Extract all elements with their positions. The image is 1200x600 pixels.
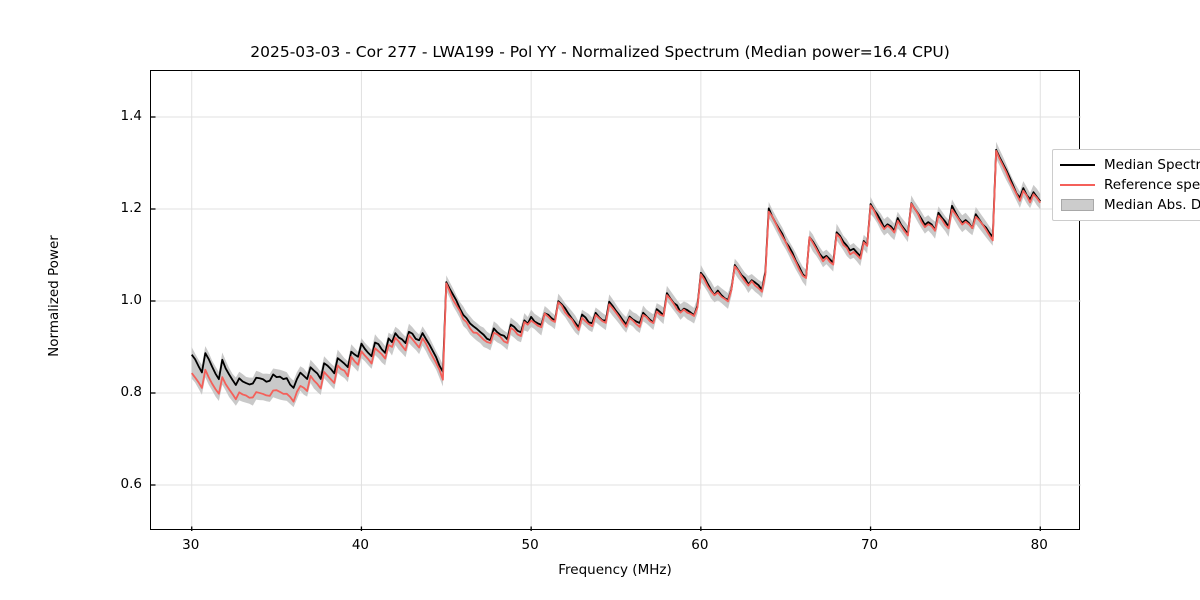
x-tick-label: 70 <box>860 537 879 553</box>
x-axis-tick-labels: 30 40 50 60 70 80 <box>150 537 1080 559</box>
legend-label: Reference spec <box>1104 177 1200 193</box>
grid-lines <box>151 71 1081 531</box>
reference-spec-line <box>191 149 1042 403</box>
mad-band-area <box>191 141 1041 408</box>
y-tick-label: 1.4 <box>120 108 142 124</box>
y-tick-label: 0.6 <box>120 476 142 492</box>
legend-item-median-spectrum[interactable]: Median Spectrum <box>1060 155 1200 175</box>
x-tick-label: 60 <box>691 537 709 553</box>
y-axis-label: Normalized Power <box>46 235 62 357</box>
y-tick-label: 0.8 <box>120 384 142 400</box>
plot-area: Median Spectrum Reference spec Median Ab… <box>150 70 1200 531</box>
x-axis-label: Frequency (MHz) <box>558 562 672 578</box>
legend-label: Median Spectrum <box>1104 157 1200 173</box>
legend-item-reference-spec[interactable]: Reference spec <box>1060 175 1200 195</box>
y-tick-label: 1.2 <box>120 200 142 216</box>
legend-label: Median Abs. Dev. <box>1104 197 1200 213</box>
x-tick-label: 80 <box>1030 537 1048 553</box>
legend-line-swatch-icon <box>1060 158 1095 172</box>
legend-box[interactable]: Median Spectrum Reference spec Median Ab… <box>1052 149 1200 221</box>
y-tick-label: 1.0 <box>120 292 142 308</box>
legend-patch-swatch-icon <box>1060 198 1095 212</box>
spectrum-plot <box>151 71 1081 531</box>
legend-line-swatch-icon <box>1060 178 1095 192</box>
x-tick-label: 50 <box>521 537 539 553</box>
chart-title: 2025-03-03 - Cor 277 - LWA199 - Pol YY -… <box>250 43 950 61</box>
legend-item-median-abs-dev[interactable]: Median Abs. Dev. <box>1060 195 1200 215</box>
median-spectrum-line <box>191 148 1041 389</box>
y-axis-tick-labels: 0.6 0.8 1.0 1.2 1.4 <box>96 70 142 530</box>
x-tick-label: 30 <box>182 537 200 553</box>
x-tick-label: 40 <box>351 537 370 553</box>
